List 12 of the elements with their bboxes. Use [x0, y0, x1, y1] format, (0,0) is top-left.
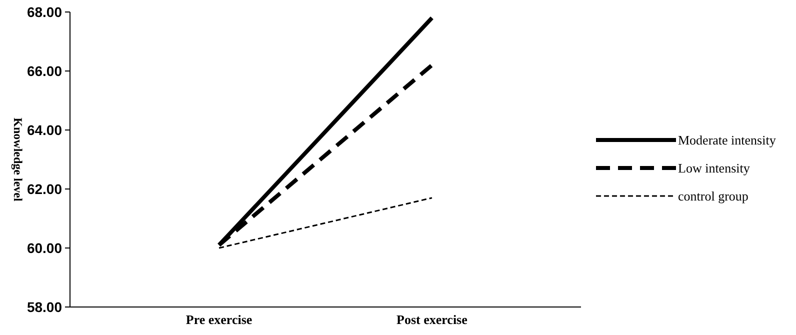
y-tick-label: 66.00 — [26, 62, 62, 79]
y-tick-label: 62.00 — [26, 180, 62, 197]
x-tick-label: Post exercise — [396, 312, 468, 327]
y-tick-label: 64.00 — [26, 122, 62, 138]
y-tick-label: 60.00 — [26, 240, 62, 256]
text: Low intensity — [678, 160, 750, 176]
x-tick-label: Pre exercise — [186, 312, 252, 327]
y-tick-label: 58.00 — [26, 298, 62, 315]
text: control group — [678, 188, 748, 204]
y-tick-label: 68.00 — [26, 4, 62, 20]
text: Moderate intensity — [678, 132, 776, 148]
y-axis-title: Knowledge level — [11, 118, 25, 202]
